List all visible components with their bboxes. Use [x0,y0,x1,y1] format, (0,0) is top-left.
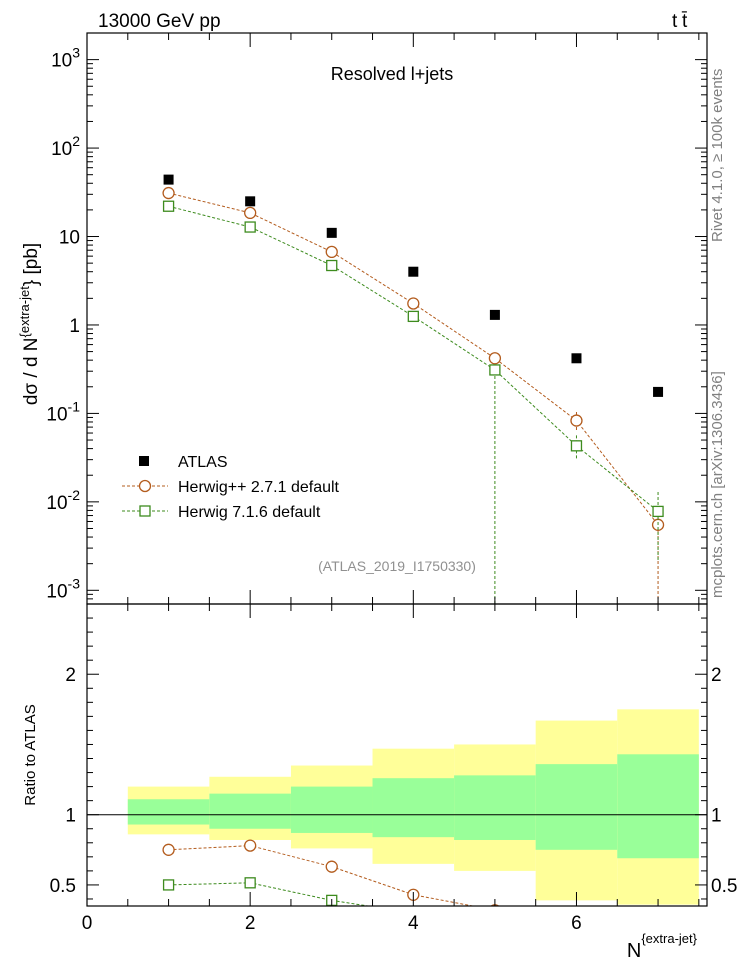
tick-exponent: -1 [68,398,81,414]
ratio-herwigpp-point [325,860,338,873]
ratio-green-band [617,754,699,859]
tick-base: 10 [46,493,67,514]
xlabel-sup: {extra-jet} [641,931,697,946]
ratio-green-band [454,775,536,840]
main-y-axis-label: dσ / d N{extra-jet} [pb] [17,243,42,405]
herwigpp-point [407,297,420,310]
main-y-tick-label: 1 [69,316,80,337]
legend-label: ATLAS [178,454,228,471]
herwigpp-point [488,352,502,365]
x-axis-label: N{extra-jet} [627,931,698,962]
main-y-tick-label: 10-2 [46,487,80,514]
atlas-point [408,266,419,277]
ratio-herwig7-line [168,882,372,906]
tick-base: 10 [51,139,72,160]
mcplots-reference-label: mcplots.cern.ch [arXiv:1306.3436] [709,371,726,598]
legend-herwigpp-marker [138,479,152,493]
ratio-y-tick-label: 2 [65,665,76,686]
ratio-herwig7-point [162,879,175,891]
herwigpp-point [162,186,175,200]
ratio-panel-frame [86,603,708,907]
tick-base: 10 [59,228,80,249]
tick-base: 10 [51,51,72,72]
header-process-label: t t̄ [672,11,688,32]
main-y-tick-label: 102 [51,133,80,160]
legend-herwig7-marker [139,505,151,517]
atlas-point [163,174,174,185]
ratio-y-tick-label-right: 0.5 [711,876,737,897]
x-tick-label: 6 [571,913,582,934]
ylabel-tail: } [pb] [21,243,42,286]
header-energy-label: 13000 GeV pp [98,11,221,32]
main-y-tick-label: 10 [59,228,80,249]
tick-exponent: -3 [68,575,81,591]
legend-label: Herwig 7.1.6 default [178,504,321,521]
ratio-green-band [535,764,618,850]
x-tick-label: 4 [408,913,419,934]
herwig7-point [652,505,664,518]
tick-base: 10 [46,581,67,602]
herwigpp-point [325,245,338,259]
main-y-tick-label: 103 [51,45,80,72]
watermark: (ATLAS_2019_I1750330) [318,558,476,574]
herwig7-point [244,221,256,233]
tick-base: 10 [46,404,67,425]
rivet-version-label: Rivet 4.1.0, ≥ 100k events [709,69,726,242]
ylabel-main: dσ / d N [21,337,42,405]
tick-exponent: 2 [72,133,80,149]
herwig7-point [489,364,501,376]
herwig7-line [168,205,659,512]
ratio-y-axis-label: Ratio to ATLAS [22,704,39,805]
ratio-herwigpp-point [162,843,175,856]
tick-base: 1 [69,316,80,337]
atlas-point [326,227,337,238]
main-y-tick-label: 10-1 [46,398,80,425]
main-y-tick-label: 10-3 [46,575,80,602]
herwig7-point [162,200,175,212]
xlabel-main: N [627,940,641,962]
ratio-y-tick-label-right: 1 [711,806,722,827]
atlas-point [245,196,256,207]
ratio-herwigpp-point [244,839,257,852]
herwigpp-point [244,206,257,220]
ratio-green-band [372,778,455,838]
process-symbol-t: t [672,11,678,32]
herwig7-point [407,310,419,323]
ratio-green-band [290,786,373,833]
herwigpp-point [570,414,583,427]
herwigpp-line [168,192,659,526]
legend-atlas-marker [139,456,149,466]
x-tick-label: 0 [82,913,93,934]
legend-label: Herwig++ 2.7.1 default [178,479,340,496]
main-title: Resolved l+jets [331,64,454,84]
ratio-herwig7-point [244,877,256,889]
legend: ATLAS Herwig++ 2.7.1 default Herwig 7.1.6 … [122,454,340,521]
ratio-green-band [209,793,291,829]
ylabel-sup: {extra-jet [17,286,32,338]
ratio-panel: 0.5 0.5 1 1 2 2 0 2 4 6 Ratio to ATLAS N{extra-j… [22,603,737,962]
atlas-point [653,386,664,397]
herwig7-point [570,440,583,452]
ratio-y-tick-label: 0.5 [50,876,76,897]
ratio-y-tick-label: 1 [65,806,76,827]
process-symbol-tbar: t̄ [681,11,688,32]
atlas-point [489,309,500,320]
ratio-y-tick-label-right: 2 [711,665,722,686]
herwig7-point [326,259,338,272]
x-tick-label: 2 [245,913,256,934]
atlas-point [571,353,582,364]
tick-exponent: -2 [68,487,81,503]
tick-exponent: 3 [72,45,80,61]
ratio-green-band [127,799,210,825]
